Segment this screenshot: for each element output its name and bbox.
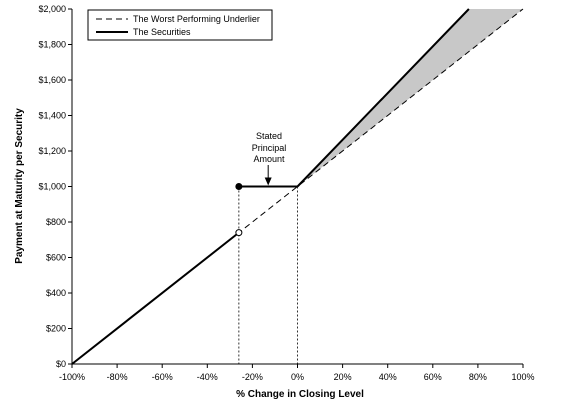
annotation-line-2: Principal (252, 143, 287, 153)
x-tick-label: -60% (152, 372, 173, 382)
y-tick-label: $0 (56, 359, 66, 369)
x-tick-label: 40% (379, 372, 397, 382)
y-tick-label: $1,000 (38, 182, 66, 192)
annotation-arrow-head (264, 177, 272, 186)
x-tick-label: 0% (291, 372, 304, 382)
y-tick-label: $400 (46, 288, 66, 298)
series-segment-securities (71, 231, 240, 365)
y-tick-label: $200 (46, 324, 66, 334)
annotation-line-3: Amount (253, 154, 285, 164)
x-tick-label: 20% (334, 372, 352, 382)
marker-filled (235, 183, 243, 190)
x-tick-label: -100% (59, 372, 85, 382)
series-segment-securities (296, 8, 470, 188)
y-tick-label: $800 (46, 217, 66, 227)
x-tick-label: 80% (469, 372, 487, 382)
legend: The Worst Performing Underlier The Secur… (87, 9, 273, 41)
y-tick-label: $1,600 (38, 75, 66, 85)
annotation-line-1: Stated (256, 131, 282, 141)
y-tick-label: $600 (46, 253, 66, 263)
y-tick-label: $1,200 (38, 146, 66, 156)
y-tick-label: $1,400 (38, 111, 66, 121)
legend-label-underlier: The Worst Performing Underlier (133, 14, 260, 24)
x-tick-label: 100% (511, 372, 534, 382)
legend-box (87, 9, 273, 41)
annotation: Stated Principal Amount (252, 131, 287, 186)
x-tick-label: -80% (107, 372, 128, 382)
x-tick-label: -20% (242, 372, 263, 382)
legend-label-securities: The Securities (133, 27, 191, 37)
y-tick-label: $1,800 (38, 40, 66, 50)
y-tick-label: $2,000 (38, 4, 66, 14)
x-axis-title: % Change in Closing Level (236, 389, 364, 400)
y-axis-title: Payment at Maturity per Security (14, 108, 25, 264)
marker-open (235, 229, 243, 237)
x-tick-label: 60% (424, 372, 442, 382)
x-tick-label: -40% (197, 372, 218, 382)
